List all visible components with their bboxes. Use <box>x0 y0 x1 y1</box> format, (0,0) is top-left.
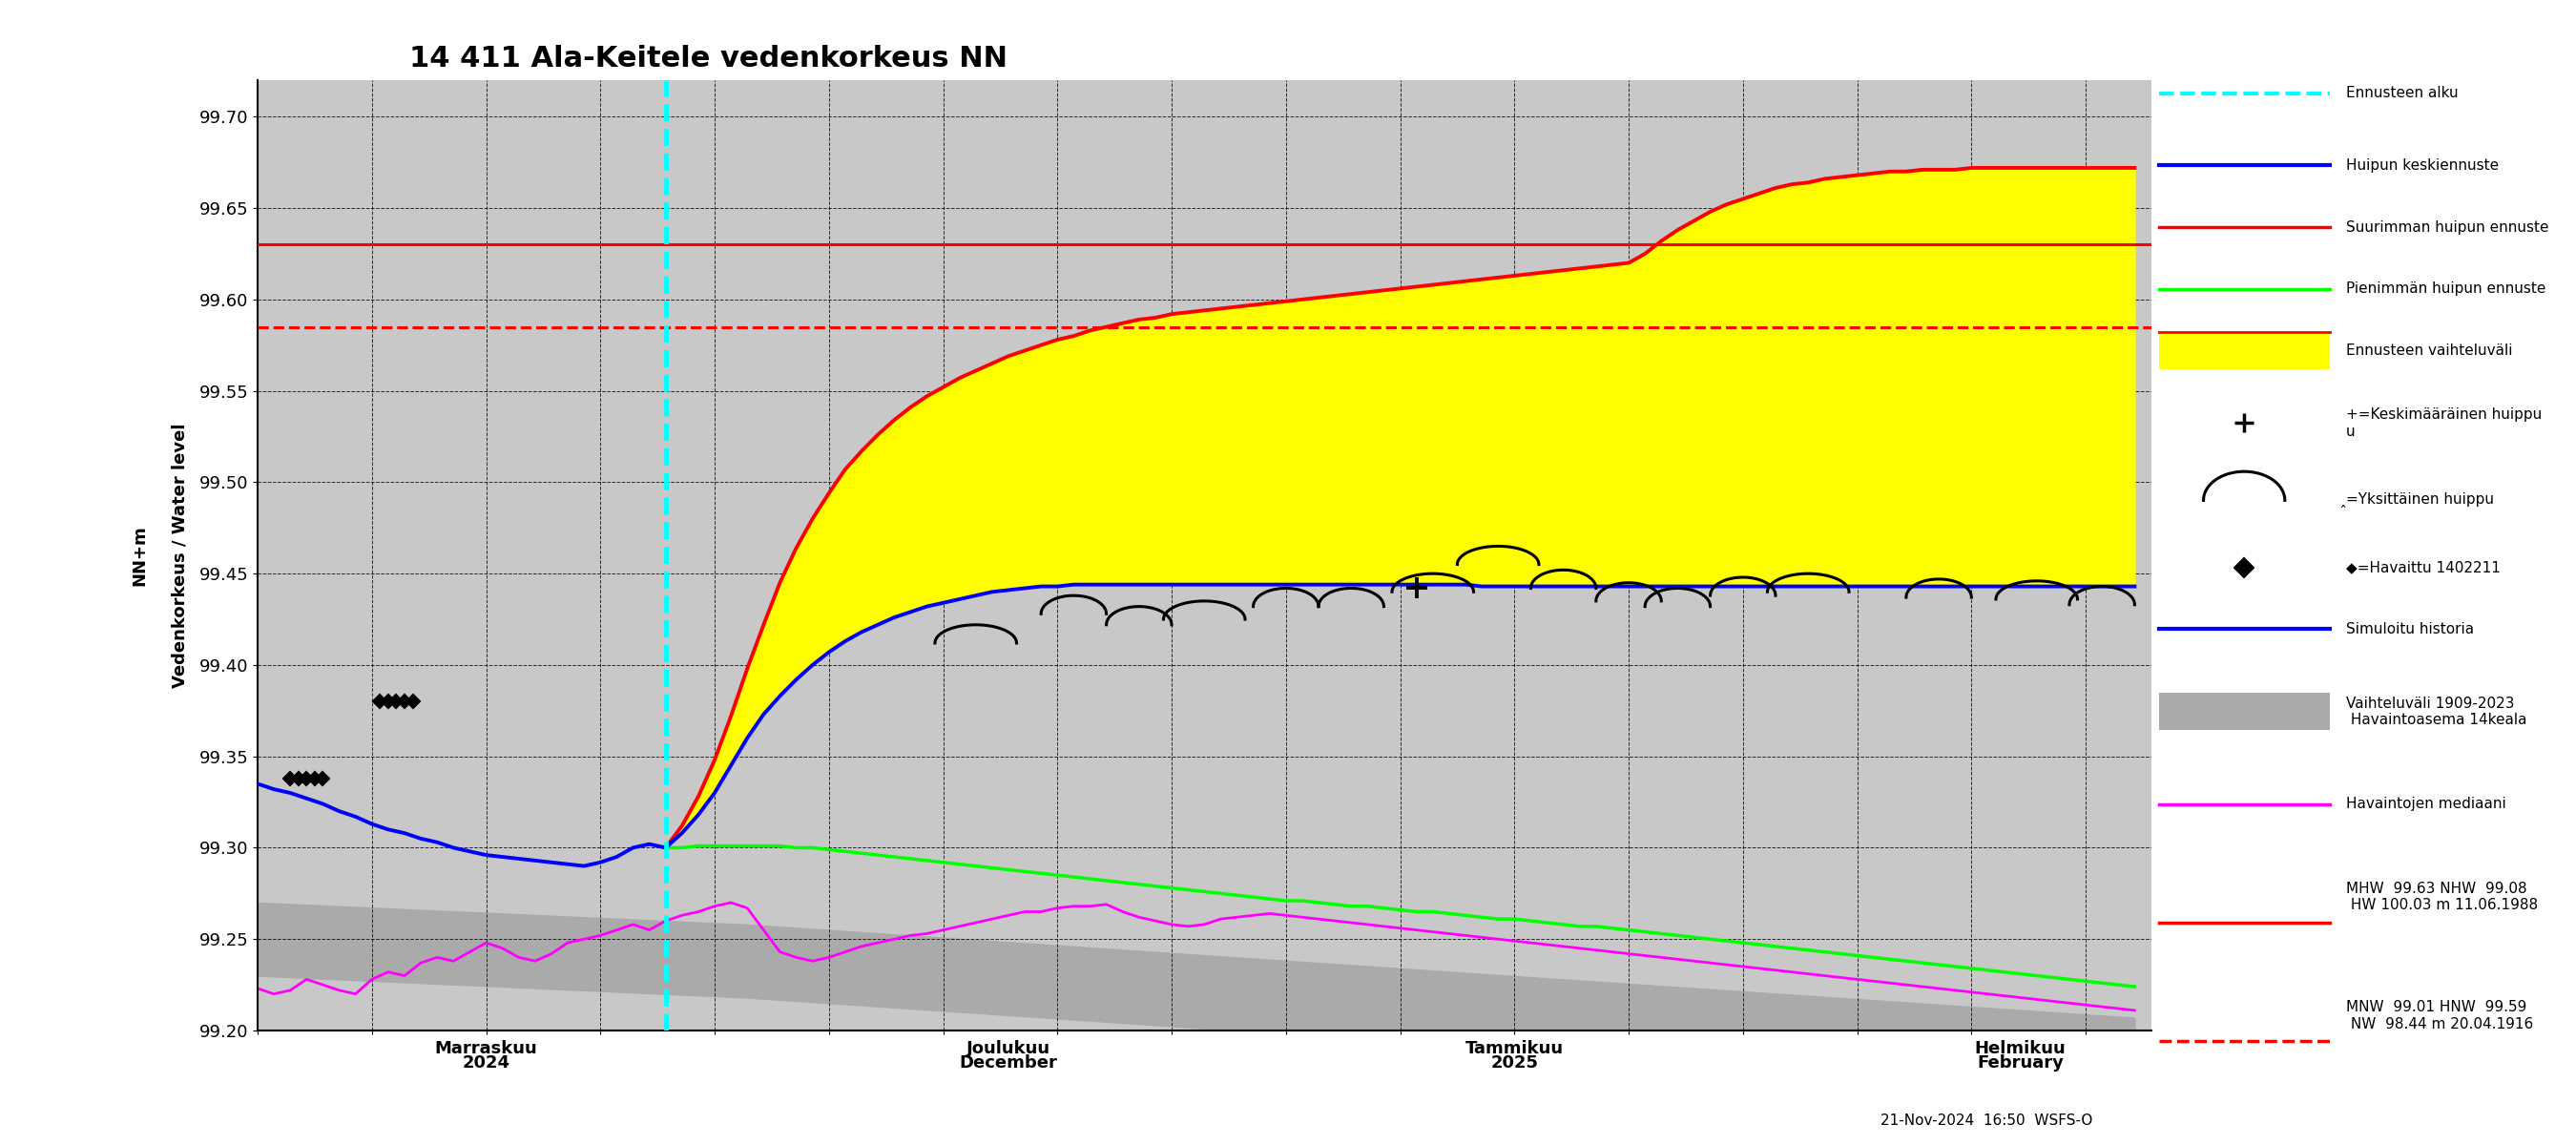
Text: +​=Keskimääräinen huippu
u: +​=Keskimääräinen huippu u <box>2347 408 2543 439</box>
Text: Huipun keskiennuste: Huipun keskiennuste <box>2347 158 2499 173</box>
Bar <box>2159 693 2329 731</box>
Text: 14 411 Ala-Keitele vedenkorkeus NN: 14 411 Ala-Keitele vedenkorkeus NN <box>410 45 1007 72</box>
Text: Tammikuu: Tammikuu <box>1466 1040 1564 1057</box>
Text: Joulukuu: Joulukuu <box>966 1040 1051 1057</box>
Text: ̭=Yksittäinen huippu: ̭=Yksittäinen huippu <box>2347 492 2494 508</box>
Text: Simuloitu historia: Simuloitu historia <box>2347 622 2473 637</box>
Text: Ennusteen vaihteluväli: Ennusteen vaihteluväli <box>2347 344 2512 358</box>
Text: Helmikuu: Helmikuu <box>1976 1040 2066 1057</box>
Text: Marraskuu: Marraskuu <box>435 1040 538 1057</box>
Text: Havaintojen mediaani: Havaintojen mediaani <box>2347 797 2506 812</box>
Text: 21-Nov-2024  16:50  WSFS-O: 21-Nov-2024 16:50 WSFS-O <box>1880 1113 2092 1128</box>
Bar <box>2159 332 2329 370</box>
Text: ◆=Havaittu 1402211: ◆=Havaittu 1402211 <box>2347 560 2501 575</box>
Text: 2024: 2024 <box>461 1055 510 1072</box>
Text: Ennusteen alku: Ennusteen alku <box>2347 86 2458 101</box>
Text: 2025: 2025 <box>1492 1055 1538 1072</box>
Text: Suurimman huipun ennuste: Suurimman huipun ennuste <box>2347 220 2548 235</box>
Text: December: December <box>958 1055 1059 1072</box>
Text: MNW  99.01 HNW  99.59
 NW  98.44 m 20.04.1916: MNW 99.01 HNW 99.59 NW 98.44 m 20.04.191… <box>2347 1001 2532 1030</box>
Text: Vaihteluväli 1909-2023
 Havaintoasema 14keala: Vaihteluväli 1909-2023 Havaintoasema 14k… <box>2347 696 2527 727</box>
Text: Pienimmän huipun ennuste: Pienimmän huipun ennuste <box>2347 282 2545 297</box>
Y-axis label: NN+m

Vedenkorkeus / Water level: NN+m Vedenkorkeus / Water level <box>131 423 188 688</box>
Text: February: February <box>1976 1055 2063 1072</box>
Text: MHW  99.63 NHW  99.08
 HW 100.03 m 11.06.1988: MHW 99.63 NHW 99.08 HW 100.03 m 11.06.19… <box>2347 882 2537 913</box>
